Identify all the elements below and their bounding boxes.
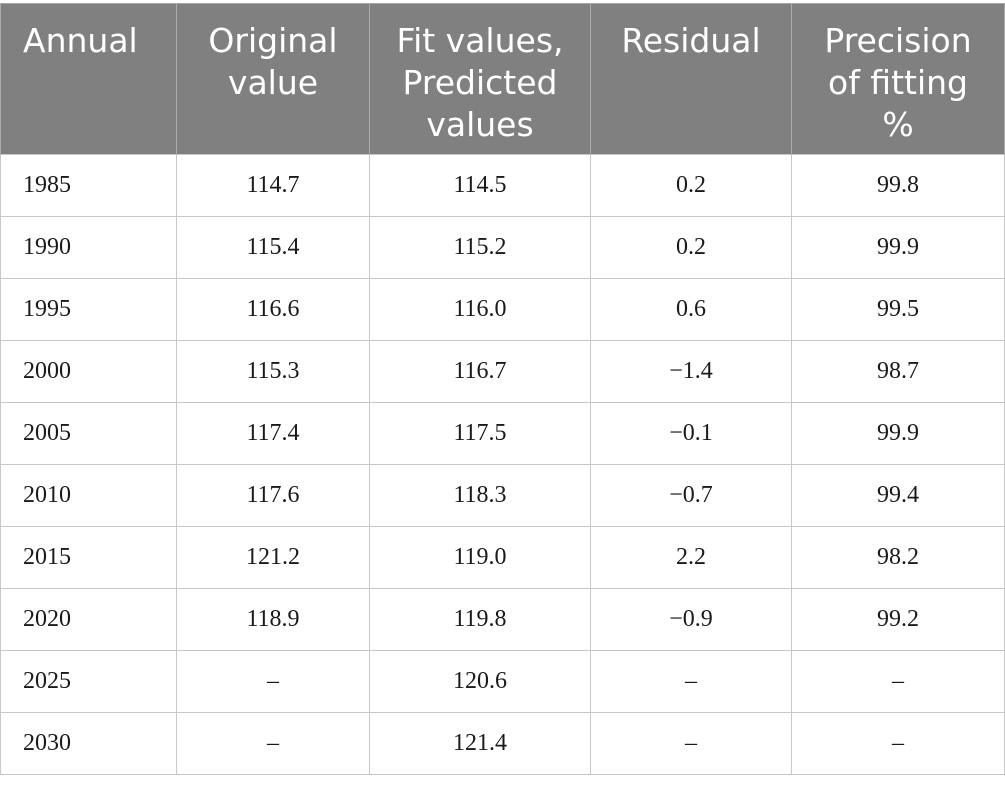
- header-residual-label: Residual: [621, 21, 761, 60]
- cell-original-value: 117.4: [176, 402, 370, 465]
- cell-residual: 0.2: [590, 154, 792, 217]
- cell-original-value: –: [176, 650, 370, 713]
- header-original-value-line-1: Original: [208, 21, 338, 60]
- table-row: 2030 – 121.4 – –: [0, 712, 1005, 775]
- cell-precision: –: [791, 712, 1005, 775]
- header-precision-line-3: %: [882, 105, 914, 144]
- cell-residual: –: [590, 650, 792, 713]
- header-precision-label: Precision of fitting %: [792, 4, 1004, 146]
- cell-year: 2010: [0, 464, 177, 527]
- header-precision-line-2: of fitting: [828, 63, 968, 102]
- cell-precision: 99.2: [791, 588, 1005, 651]
- header-annual-label: Annual: [23, 21, 138, 60]
- cell-fit-value: 114.5: [369, 154, 591, 217]
- table-row: 1995 116.6 116.0 0.6 99.5: [0, 278, 1005, 341]
- header-residual: Residual: [590, 3, 792, 155]
- cell-original-value: 114.7: [176, 154, 370, 217]
- cell-year: 1995: [0, 278, 177, 341]
- cell-residual: 2.2: [590, 526, 792, 589]
- cell-year: 2015: [0, 526, 177, 589]
- cell-residual: 0.2: [590, 216, 792, 279]
- cell-residual: −0.1: [590, 402, 792, 465]
- cell-year: 2005: [0, 402, 177, 465]
- header-fit-values-line-1: Fit values,: [396, 21, 564, 60]
- table-row: 2000 115.3 116.7 −1.4 98.7: [0, 340, 1005, 403]
- header-fit-values-label: Fit values, Predicted values: [370, 4, 590, 146]
- header-row: Annual Original value Fit values, Predic…: [0, 3, 1005, 155]
- cell-original-value: 116.6: [176, 278, 370, 341]
- cell-residual: −0.7: [590, 464, 792, 527]
- header-original-value-line-2: value: [227, 63, 319, 102]
- cell-residual: −1.4: [590, 340, 792, 403]
- header-original-value-label: Original value: [177, 4, 369, 104]
- cell-fit-value: 120.6: [369, 650, 591, 713]
- cell-residual: −0.9: [590, 588, 792, 651]
- cell-year: 1985: [0, 154, 177, 217]
- cell-year: 2025: [0, 650, 177, 713]
- cell-fit-value: 115.2: [369, 216, 591, 279]
- header-annual: Annual: [0, 3, 177, 155]
- table-row: 1990 115.4 115.2 0.2 99.9: [0, 216, 1005, 279]
- cell-fit-value: 119.0: [369, 526, 591, 589]
- header-original-value: Original value: [176, 3, 370, 155]
- table-row: 2005 117.4 117.5 −0.1 99.9: [0, 402, 1005, 465]
- cell-original-value: 121.2: [176, 526, 370, 589]
- cell-fit-value: 119.8: [369, 588, 591, 651]
- cell-precision: 98.7: [791, 340, 1005, 403]
- cell-precision: 99.4: [791, 464, 1005, 527]
- data-table: Annual Original value Fit values, Predic…: [0, 3, 1005, 775]
- cell-precision: 99.5: [791, 278, 1005, 341]
- cell-fit-value: 116.7: [369, 340, 591, 403]
- table-row: 2025 – 120.6 – –: [0, 650, 1005, 713]
- cell-precision: 99.8: [791, 154, 1005, 217]
- cell-residual: –: [590, 712, 792, 775]
- table-header: Annual Original value Fit values, Predic…: [0, 3, 1005, 155]
- cell-original-value: 117.6: [176, 464, 370, 527]
- cell-residual: 0.6: [590, 278, 792, 341]
- table-body: 1985 114.7 114.5 0.2 99.8 1990 115.4 115…: [0, 154, 1005, 775]
- cell-precision: –: [791, 650, 1005, 713]
- header-fit-values: Fit values, Predicted values: [369, 3, 591, 155]
- cell-year: 1990: [0, 216, 177, 279]
- cell-original-value: 115.3: [176, 340, 370, 403]
- cell-year: 2020: [0, 588, 177, 651]
- header-fit-values-line-3: values: [426, 105, 534, 144]
- header-precision: Precision of fitting %: [791, 3, 1005, 155]
- cell-precision: 99.9: [791, 216, 1005, 279]
- cell-precision: 98.2: [791, 526, 1005, 589]
- cell-fit-value: 118.3: [369, 464, 591, 527]
- table-row: 1985 114.7 114.5 0.2 99.8: [0, 154, 1005, 217]
- cell-year: 2030: [0, 712, 177, 775]
- header-fit-values-line-2: Predicted: [402, 63, 558, 102]
- cell-fit-value: 117.5: [369, 402, 591, 465]
- cell-original-value: 115.4: [176, 216, 370, 279]
- cell-precision: 99.9: [791, 402, 1005, 465]
- header-precision-line-1: Precision: [824, 21, 972, 60]
- table-row: 2020 118.9 119.8 −0.9 99.2: [0, 588, 1005, 651]
- cell-original-value: –: [176, 712, 370, 775]
- cell-year: 2000: [0, 340, 177, 403]
- table-row: 2010 117.6 118.3 −0.7 99.4: [0, 464, 1005, 527]
- data-table-container: Annual Original value Fit values, Predic…: [0, 3, 1005, 775]
- cell-fit-value: 121.4: [369, 712, 591, 775]
- cell-original-value: 118.9: [176, 588, 370, 651]
- cell-fit-value: 116.0: [369, 278, 591, 341]
- table-row: 2015 121.2 119.0 2.2 98.2: [0, 526, 1005, 589]
